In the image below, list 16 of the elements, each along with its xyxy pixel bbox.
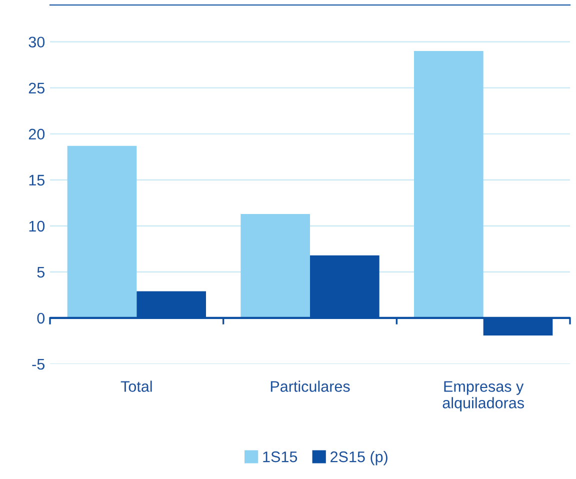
y-tick-label: -5	[32, 359, 44, 370]
x-tick-label: Total	[120, 380, 152, 392]
y-tick-label: 5	[37, 266, 44, 278]
legend-label: 2S15 (p)	[330, 451, 388, 466]
bar	[240, 214, 310, 318]
y-tick-label: 20	[28, 128, 45, 140]
bar	[67, 146, 137, 318]
y-tick-label: 25	[28, 82, 44, 94]
x-tick-label: Empresas y alquiladoras	[442, 381, 524, 412]
y-tick-label: 15	[29, 174, 44, 186]
legend-label: 1S15	[263, 451, 298, 462]
y-tick-label: 0	[37, 312, 45, 324]
y-tick-label: 30	[28, 36, 45, 48]
y-tick-label: 10	[29, 220, 45, 232]
bar	[414, 51, 484, 318]
x-tick-label: Particulares	[270, 380, 350, 392]
